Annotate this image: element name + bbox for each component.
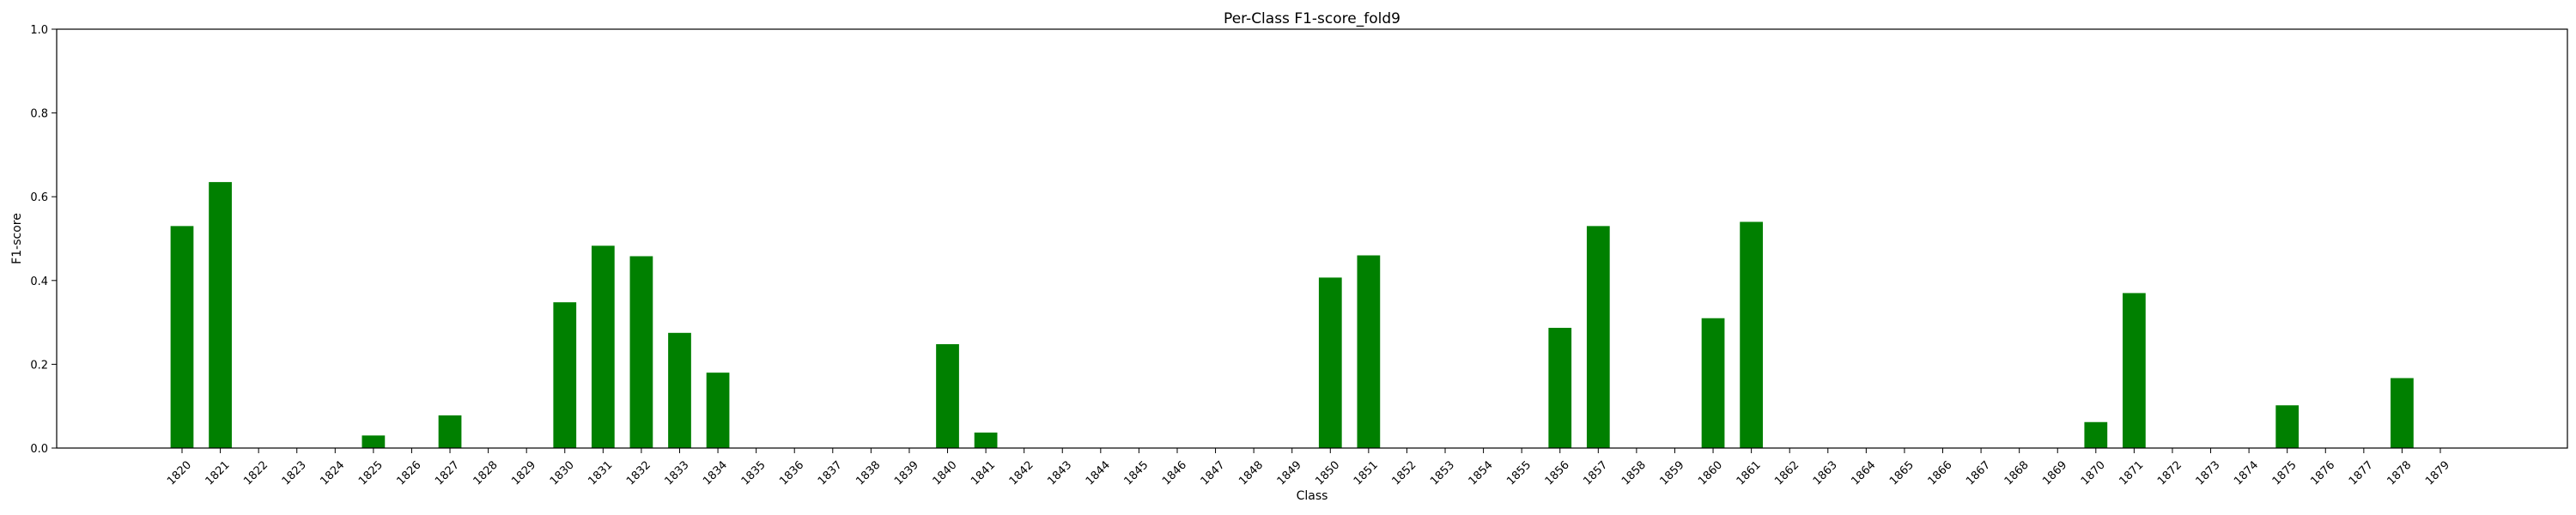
x-tick-label-1850: 1850: [1313, 458, 1342, 488]
bars-layer: [170, 182, 2414, 448]
y-tick-label: 0.4: [30, 276, 48, 288]
x-tick-label-1843: 1843: [1045, 458, 1074, 488]
bar-1841: [974, 432, 998, 448]
bar-1857: [1586, 226, 1610, 448]
x-tick-label-1879: 1879: [2423, 458, 2452, 488]
x-tick-label-1820: 1820: [165, 458, 194, 488]
x-tick-label-1847: 1847: [1199, 458, 1228, 488]
x-tick-label-1832: 1832: [624, 458, 653, 488]
y-tick-label: 0.6: [30, 191, 48, 204]
bar-1831: [591, 245, 615, 448]
x-tick-label-1833: 1833: [663, 458, 692, 488]
bar-1833: [668, 332, 691, 448]
bar-1821: [209, 182, 232, 448]
x-tick-label-1823: 1823: [280, 458, 309, 488]
x-tick-label-1863: 1863: [1811, 458, 1840, 488]
x-tick-label-1831: 1831: [586, 458, 615, 488]
x-tick-label-1860: 1860: [1696, 458, 1725, 488]
y-tick-label: 0.0: [30, 443, 48, 456]
x-tick-label-1830: 1830: [548, 458, 577, 488]
bar-1827: [438, 415, 462, 448]
x-tick-label-1864: 1864: [1849, 458, 1878, 488]
bar-1871: [2123, 293, 2146, 448]
x-tick-label-1858: 1858: [1619, 458, 1649, 488]
x-tick-label-1856: 1856: [1543, 458, 1572, 488]
x-tick-label-1838: 1838: [854, 458, 883, 488]
x-tick-label-1870: 1870: [2079, 458, 2108, 488]
x-tick-label-1853: 1853: [1428, 458, 1457, 488]
y-tick-label: 1.0: [30, 24, 48, 37]
bar-1832: [629, 256, 653, 448]
bar-1851: [1357, 255, 1381, 448]
x-tick-label-1854: 1854: [1467, 458, 1496, 488]
bar-1870: [2084, 421, 2108, 448]
x-tick-label-1859: 1859: [1658, 458, 1687, 488]
x-tick-label-1872: 1872: [2155, 458, 2184, 488]
x-tick-label-1855: 1855: [1504, 458, 1534, 488]
x-tick-label-1827: 1827: [433, 458, 462, 488]
x-tick-label-1876: 1876: [2308, 458, 2337, 488]
x-tick-label-1846: 1846: [1160, 458, 1189, 488]
bar-1860: [1701, 318, 1725, 448]
x-tick-label-1825: 1825: [356, 458, 386, 488]
x-tick-label-1822: 1822: [241, 458, 270, 488]
x-tick-label-1840: 1840: [931, 458, 960, 488]
x-tick-label-1878: 1878: [2385, 458, 2414, 488]
x-axis-title: Class: [1297, 489, 1328, 503]
x-tick-label-1834: 1834: [701, 458, 730, 488]
bar-1878: [2391, 378, 2414, 448]
x-tick-label-1867: 1867: [1964, 458, 1993, 488]
bar-1830: [553, 302, 577, 448]
x-tick-label-1852: 1852: [1389, 458, 1419, 488]
x-tick-label-1877: 1877: [2347, 458, 2376, 488]
x-tick-label-1828: 1828: [471, 458, 501, 488]
x-tick-label-1837: 1837: [816, 458, 845, 488]
x-tick-label-1842: 1842: [1007, 458, 1036, 488]
bar-1856: [1548, 327, 1572, 448]
x-tick-label-1869: 1869: [2040, 458, 2069, 488]
x-tick-label-1821: 1821: [204, 458, 233, 488]
chart-title: Per-Class F1-score_fold9: [1224, 10, 1400, 27]
x-tick-label-1824: 1824: [318, 458, 347, 488]
x-tick-label-1849: 1849: [1275, 458, 1304, 488]
x-tick-label-1862: 1862: [1772, 458, 1801, 488]
x-tick-label-1839: 1839: [892, 458, 921, 488]
x-tick-label-1868: 1868: [2002, 458, 2032, 488]
x-tick-label-1844: 1844: [1084, 458, 1113, 488]
x-tick-label-1866: 1866: [1926, 458, 1955, 488]
x-tick-label-1865: 1865: [1887, 458, 1917, 488]
bar-1834: [706, 373, 730, 448]
x-tick-label-1873: 1873: [2194, 458, 2223, 488]
x-tick-label-1836: 1836: [777, 458, 806, 488]
plot-frame: [56, 28, 2568, 449]
y-axis-ticks: 0.0 0.2 0.4 0.6 0.8 1.0: [30, 24, 57, 456]
x-tick-label-1845: 1845: [1121, 458, 1151, 488]
x-tick-label-1874: 1874: [2232, 458, 2261, 488]
x-tick-label-1841: 1841: [969, 458, 998, 488]
x-tick-label-1861: 1861: [1735, 458, 1764, 488]
bar-1820: [170, 226, 194, 448]
x-tick-label-1851: 1851: [1352, 458, 1381, 488]
y-tick-label: 0.8: [30, 108, 48, 121]
y-axis-title: F1-score: [10, 213, 24, 264]
bar-1861: [1740, 221, 1763, 448]
x-axis-ticks: 1820 1821 1822 1823 1824 1825 1826 1827 1828 1829…: [165, 448, 2452, 488]
x-tick-label-1875: 1875: [2270, 458, 2300, 488]
bar-1825: [361, 435, 386, 448]
bar-1840: [936, 343, 959, 448]
x-tick-label-1848: 1848: [1236, 458, 1266, 488]
x-tick-label-1835: 1835: [739, 458, 769, 488]
bar-1875: [2275, 405, 2300, 448]
bar-1850: [1318, 277, 1342, 448]
x-tick-label-1857: 1857: [1581, 458, 1610, 488]
x-tick-label-1871: 1871: [2117, 458, 2146, 488]
y-tick-label: 0.2: [30, 359, 48, 372]
x-tick-label-1826: 1826: [394, 458, 423, 488]
x-tick-label-1829: 1829: [509, 458, 538, 488]
